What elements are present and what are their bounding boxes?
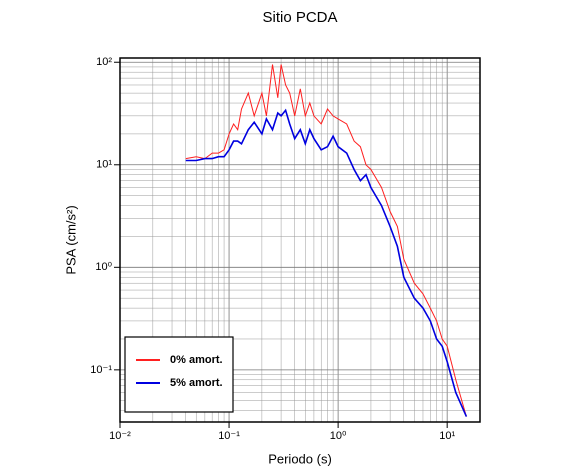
chart-title: Sitio PCDA [262, 9, 337, 26]
plot-frame [119, 57, 481, 423]
series-line [185, 64, 467, 417]
legend-label: 5% amort. [170, 377, 223, 389]
x-tick-label: 10⁻¹ [218, 430, 240, 442]
y-tick-label: 10⁰ [95, 261, 112, 273]
x-tick-label: 10⁰ [330, 430, 347, 442]
x-axis-label: Periodo (s) [268, 451, 332, 466]
y-axis-label: PSA (cm/s²) [63, 205, 78, 274]
x-tick-label: 10¹ [439, 430, 455, 442]
y-tick-label: 10¹ [96, 159, 112, 171]
y-tick-label: 10⁻¹ [90, 364, 112, 376]
series-line [185, 108, 468, 417]
legend-box [124, 336, 234, 413]
legend-label: 0% amort. [170, 354, 223, 366]
y-tick-label: 10² [96, 56, 112, 68]
x-tick-label: 10⁻² [109, 430, 131, 442]
